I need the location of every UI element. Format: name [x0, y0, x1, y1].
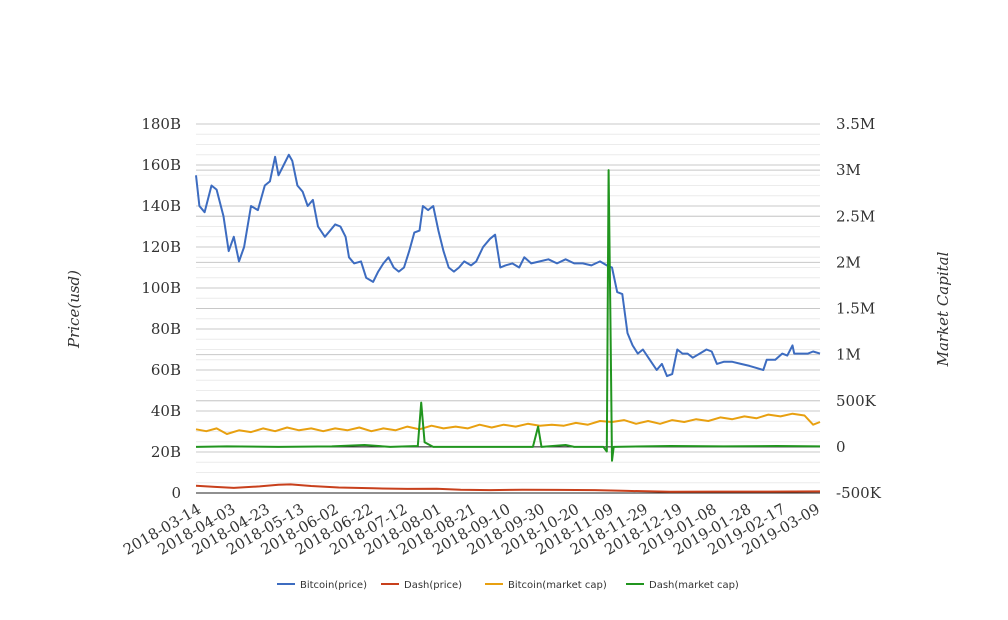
legend-label: Bitcoin(market cap) [508, 580, 607, 591]
y-right-tick-label: 500K [836, 392, 877, 410]
y-right-tick-label: 1.5M [836, 300, 875, 318]
y-right-tick-label: 2M [836, 253, 861, 271]
y-right-tick-label: -500K [836, 484, 882, 502]
series-line-dash-price [195, 483, 821, 493]
y-left-tick-label: 60B [151, 361, 181, 379]
y-right-tick-label: 2.5M [836, 207, 875, 225]
y-left-axis-title: Price(usd) [65, 270, 83, 349]
y-left-tick-label: 40B [151, 402, 181, 420]
y-right-tick-label: 1M [836, 346, 861, 364]
grid-layer [196, 123, 820, 494]
y-left-tick-label: 80B [151, 320, 181, 338]
legend-label: Dash(price) [404, 580, 462, 591]
series-line-dash-market-cap [195, 169, 821, 462]
series-line-bitcoin-market-cap [195, 412, 821, 435]
y-left-tick-label: 20B [151, 443, 181, 461]
legend-label: Bitcoin(price) [300, 580, 367, 591]
y-right-tick-label: 3M [836, 161, 861, 179]
series-layer [195, 153, 821, 493]
legend-label: Dash(market cap) [649, 580, 739, 591]
y-left-tick-label: 0 [171, 484, 181, 502]
y-left-tick-label: 120B [141, 238, 181, 256]
y-right-axis-title: Market Capital [934, 251, 952, 367]
y-right-tick-label: 3.5M [836, 115, 875, 133]
y-left-tick-label: 160B [141, 156, 181, 174]
legend: Bitcoin(price) Dash(price) Bitcoin(market … [277, 580, 739, 591]
y-left-tick-label: 180B [141, 115, 181, 133]
y-left-tick-label: 100B [141, 279, 181, 297]
y-right-tick-label: 0 [836, 438, 846, 456]
series-line-bitcoin-price [195, 153, 821, 378]
y-left-tick-label: 140B [141, 197, 181, 215]
